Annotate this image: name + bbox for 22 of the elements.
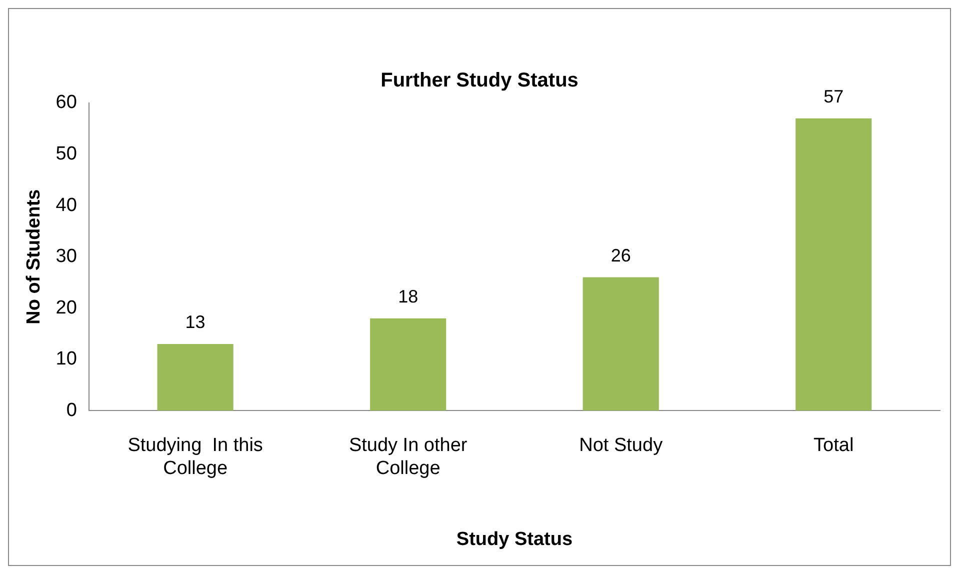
y-tick-label: 10 xyxy=(56,348,77,370)
y-tick-label: 60 xyxy=(56,92,77,114)
data-label: 57 xyxy=(824,86,844,106)
bar xyxy=(370,318,446,411)
y-tick-label: 0 xyxy=(66,400,77,421)
data-label: 13 xyxy=(185,312,206,332)
x-tick-label: Not Study xyxy=(579,435,664,456)
y-axis-title: No of Students xyxy=(24,189,45,324)
y-tick-label: 50 xyxy=(56,144,77,164)
bar xyxy=(796,118,872,411)
y-tick-label: 20 xyxy=(56,297,77,318)
y-tick-label: 30 xyxy=(56,246,77,268)
data-label: 18 xyxy=(398,286,418,306)
x-axis-title: Study Status xyxy=(456,528,573,550)
x-tick-label: Studying In this College xyxy=(128,435,263,480)
data-label: 26 xyxy=(610,245,631,266)
chart-title: Further Study Status xyxy=(380,70,578,92)
bar xyxy=(582,277,659,411)
bar xyxy=(157,344,234,411)
y-tick-label: 40 xyxy=(56,194,77,216)
x-tick-label: Total xyxy=(814,435,854,456)
x-tick-label: Study In other College xyxy=(348,435,468,480)
